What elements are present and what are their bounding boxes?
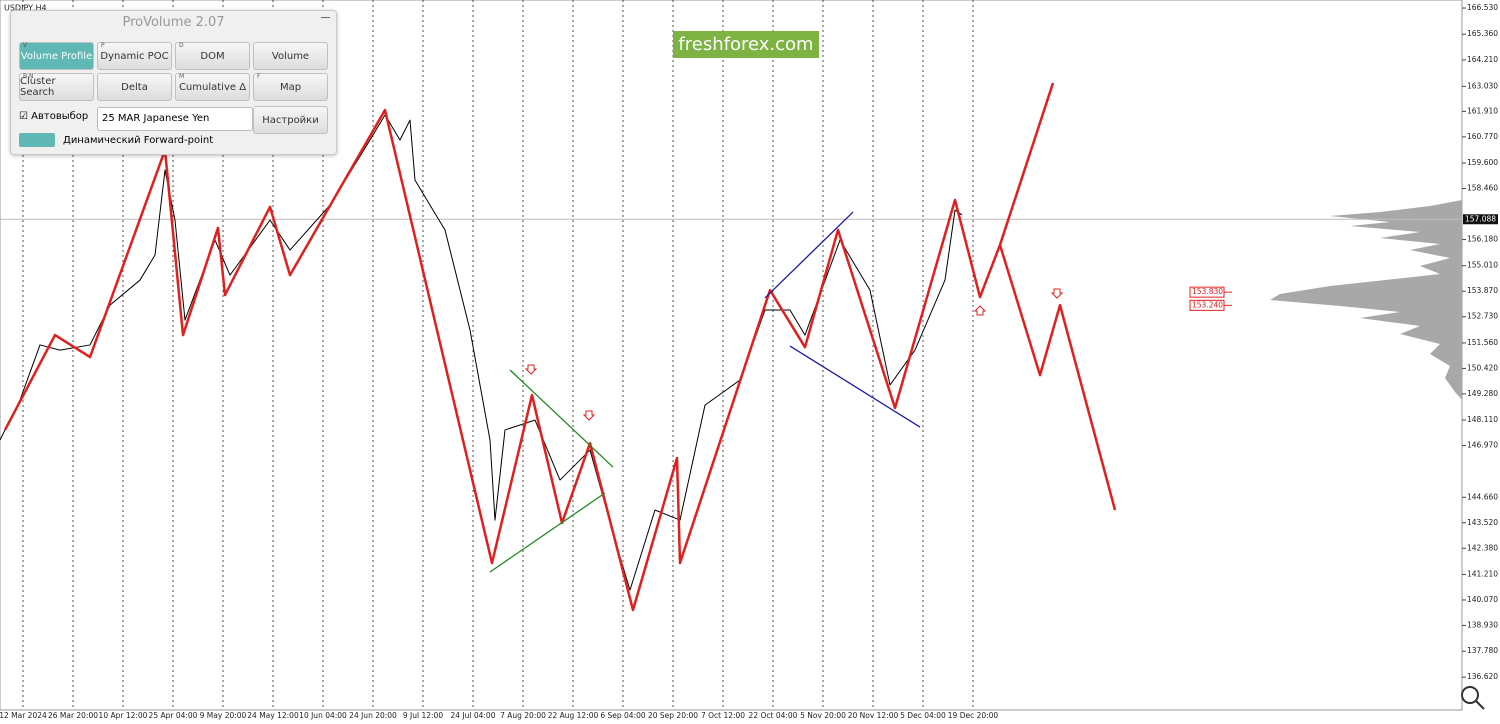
- settings-button[interactable]: Настройки: [253, 106, 328, 134]
- minimize[interactable]: [321, 17, 330, 18]
- provolume-panel: ProVolume 2.07 ☑ Автовыбор 25 MAR Japane…: [10, 10, 337, 155]
- zoom-icon: [1461, 686, 1485, 710]
- x-tick-label: 26 Mar 20:00: [48, 711, 98, 720]
- dropdown-value: 25 MAR Japanese Yen: [102, 113, 210, 124]
- current-price-label: 157.088: [1465, 214, 1496, 223]
- tool-button-label: Delta: [121, 81, 148, 93]
- watermark: freshforex.com: [673, 31, 819, 58]
- tool-button-label: Dynamic POC: [100, 50, 169, 62]
- level-box: [1189, 286, 1225, 298]
- tool-button[interactable]: Delta: [97, 73, 172, 101]
- y-tick-label: 138.930: [1467, 620, 1498, 629]
- checkbox[interactable]: ☑ Автовыбор: [19, 111, 89, 122]
- tool-button-label: Cluster Search: [20, 76, 56, 98]
- tool-button-label: DOM: [200, 50, 225, 62]
- x-tick-label: 5 Nov 20:00: [800, 711, 846, 720]
- x-tick-label: 10 Apr 12:00: [99, 711, 148, 720]
- y-tick-label: 141.210: [1467, 569, 1498, 578]
- price-line: [764, 211, 854, 299]
- price-line: [789, 345, 921, 428]
- x-tick-label: 7 Oct 12:00: [701, 711, 745, 720]
- x-tick-label: 22 Oct 04:00: [749, 711, 798, 720]
- y-tick-label: 150.420: [1467, 363, 1498, 372]
- y-tick-label: 164.210: [1467, 55, 1498, 64]
- price-line: [998, 82, 1055, 246]
- y-tick-label: 159.600: [1467, 158, 1498, 167]
- toggle-label: Динамический Forward-point: [63, 135, 214, 146]
- y-tick-label: 152.730: [1467, 312, 1498, 321]
- y-tick-label: 153.870: [1467, 286, 1498, 295]
- hotkey: V: [23, 42, 28, 49]
- x-tick-label: 20 Sep 20:00: [648, 711, 698, 720]
- price-line: [3, 108, 1117, 612]
- x-tick-label: 5 Dec 04:00: [900, 711, 946, 720]
- level-box: [1189, 299, 1225, 311]
- signal-arrows: [524, 288, 1064, 421]
- x-tick-label: 9 Jul 12:00: [403, 711, 443, 720]
- tool-button-label: Cumulative Δ: [178, 81, 247, 93]
- symbol-label: USDJPY,H4: [4, 4, 47, 13]
- price-line: [0, 114, 963, 591]
- current-price-box: [1463, 214, 1498, 225]
- y-tick-label: 160.770: [1467, 132, 1498, 141]
- y-tick-label: 146.970: [1467, 441, 1498, 450]
- x-tick-label: 25 Apr 04:00: [149, 711, 198, 720]
- y-tick-label: 161.910: [1467, 106, 1498, 115]
- x-tick-label: 24 May 12:00: [247, 711, 299, 720]
- toggle[interactable]: [19, 133, 55, 147]
- y-tick-label: 151.560: [1467, 338, 1498, 347]
- y-tick-label: 137.780: [1467, 646, 1498, 655]
- x-tick-label: 20 Nov 12:00: [848, 711, 899, 720]
- y-tick-label: 155.010: [1467, 261, 1498, 270]
- y-tick-label: 156.180: [1467, 235, 1498, 244]
- x-tick-label: 10 Jun 04:00: [299, 711, 347, 720]
- panel-title: ProVolume 2.07: [122, 15, 225, 30]
- x-tick-label: 9 May 20:00: [200, 711, 247, 720]
- tool-button-label: Volume: [271, 50, 310, 62]
- level-label: 153.830: [1192, 287, 1223, 296]
- y-tick-label: 149.280: [1467, 389, 1498, 398]
- settings-label: Настройки: [262, 114, 319, 126]
- y-tick-label: 158.460: [1467, 184, 1498, 193]
- tool-button[interactable]: Cluster Search B N: [19, 73, 94, 101]
- level-label: 153.240: [1192, 300, 1223, 309]
- tool-button[interactable]: Volume Profile V: [19, 42, 94, 70]
- x-tick-label: 24 Jul 04:00: [451, 711, 496, 720]
- x-tick-label: 7 Aug 20:00: [500, 711, 546, 720]
- y-tick-label: 142.380: [1467, 543, 1498, 552]
- y-tick-label: 166.530: [1467, 3, 1498, 12]
- x-tick-label: 22 Aug 12:00: [548, 711, 599, 720]
- tool-button[interactable]: Map F: [253, 73, 328, 101]
- price-line: [509, 369, 614, 468]
- tool-button-label: Volume Profile: [20, 50, 93, 62]
- hotkey: P: [101, 42, 105, 49]
- y-tick-label: 136.620: [1467, 672, 1498, 681]
- y-tick-label: 140.070: [1467, 595, 1498, 604]
- y-tick-label: 148.110: [1467, 415, 1498, 424]
- volume-profile: [1270, 200, 1462, 400]
- y-tick-label: 165.360: [1467, 29, 1498, 38]
- hotkey: F: [257, 73, 261, 80]
- y-tick-label: 163.030: [1467, 81, 1498, 90]
- x-tick-label: 24 Jun 20:00: [349, 711, 397, 720]
- checkbox-label: Автовыбор: [31, 111, 89, 122]
- y-tick-label: 143.520: [1467, 518, 1498, 527]
- hotkey: B N: [23, 73, 34, 80]
- hotkey: M: [179, 73, 185, 80]
- x-tick-label: 19 Dec 20:00: [948, 711, 999, 720]
- tool-button[interactable]: DOM D: [175, 42, 250, 70]
- x-tick-label: 12 Mar 2024: [0, 711, 47, 720]
- hotkey: D: [179, 42, 184, 49]
- x-tick-label: 6 Sep 04:00: [600, 711, 646, 720]
- tool-button[interactable]: Dynamic POC P: [97, 42, 172, 70]
- price-line: [489, 492, 606, 573]
- y-tick-label: 144.660: [1467, 492, 1498, 501]
- tool-button[interactable]: Volume: [253, 42, 328, 70]
- tool-button-label: Map: [279, 81, 302, 93]
- instrument-dropdown[interactable]: 25 MAR Japanese Yen: [97, 107, 253, 131]
